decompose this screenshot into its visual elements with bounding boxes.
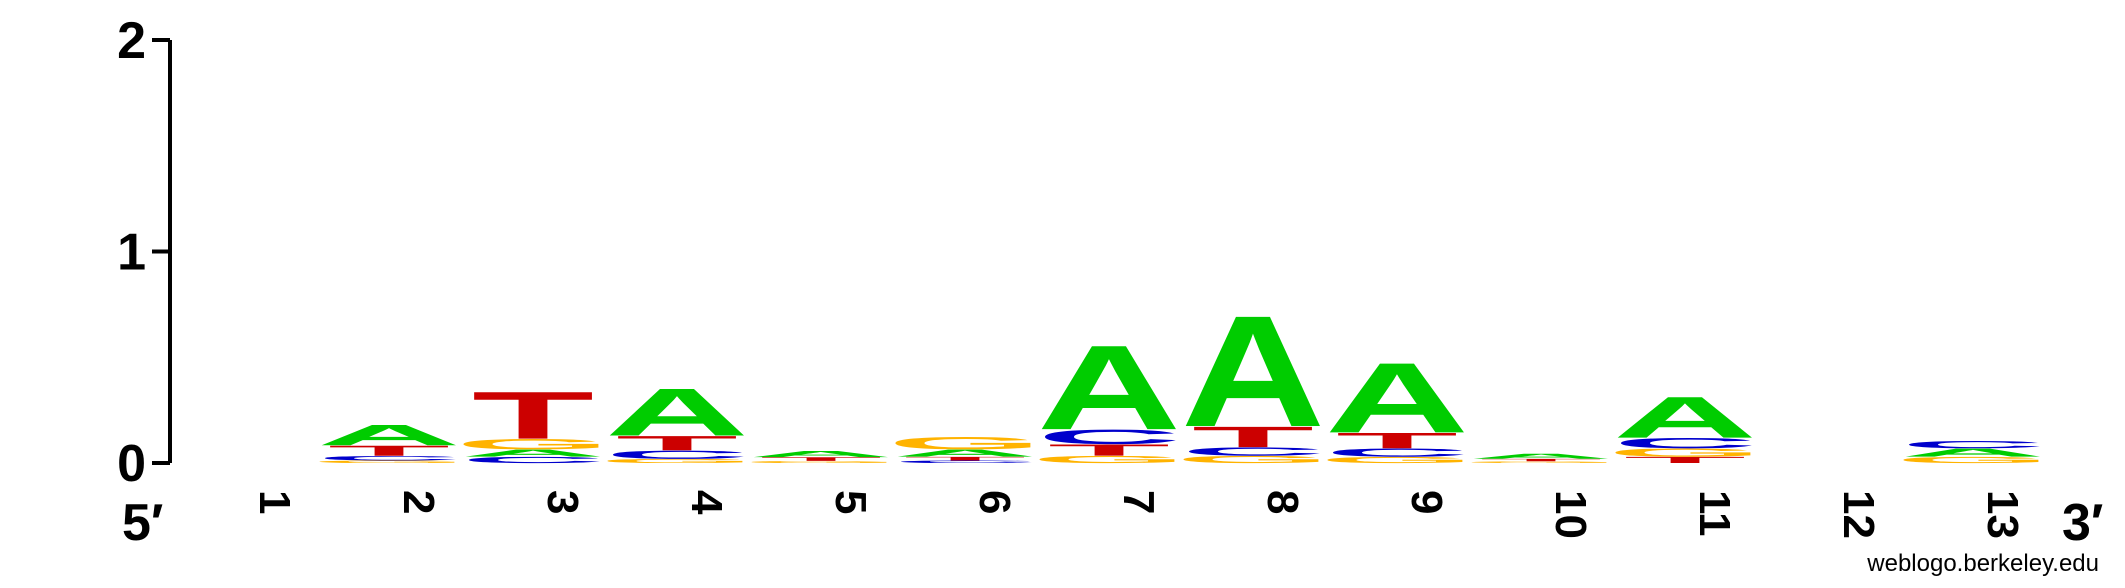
position-label: 6	[970, 490, 1019, 514]
glyph-G: G	[599, 458, 755, 465]
position-label: 13	[1978, 490, 2027, 539]
glyph-A: A	[1325, 343, 1469, 454]
glyph-A: A	[1901, 446, 2045, 459]
glyph-G: G	[1031, 454, 1187, 465]
glyph-T: T	[1624, 455, 1746, 465]
glyph-T: T	[1336, 428, 1458, 453]
five-prime-label: 5′	[122, 494, 163, 552]
position-label: 12	[1834, 490, 1883, 539]
glyph-T: T	[1048, 441, 1170, 459]
glyph-A: A	[605, 374, 749, 450]
glyph-G: G	[1463, 461, 1619, 464]
glyph-T: T	[616, 432, 738, 455]
glyph-C: C	[893, 460, 1037, 464]
glyph-A: A	[317, 419, 461, 452]
position-label: 2	[394, 490, 443, 514]
position-label: 5	[826, 490, 875, 514]
glyph-A: A	[1613, 385, 1757, 450]
glyph-C: C	[1181, 445, 1325, 458]
glyph-A: A	[893, 447, 1037, 458]
glyph-A: A	[1037, 320, 1181, 454]
glyph-A: A	[1469, 452, 1613, 460]
glyph-C: C	[1901, 439, 2045, 450]
position-label: 9	[1402, 490, 1451, 514]
position-label: 7	[1114, 490, 1163, 514]
logo-column-13: GAC	[1895, 439, 2051, 465]
logo-column-10: GTA	[1463, 452, 1619, 463]
y-tick-label: 2	[117, 12, 146, 70]
glyph-T: T	[904, 456, 1026, 462]
glyph-T: T	[1480, 458, 1602, 462]
position-labels: 1 2 3 4 5 6 7 8 9 10 11 12 13	[250, 490, 2027, 539]
glyph-G: G	[1895, 455, 2051, 465]
glyph-T: T	[472, 378, 594, 454]
glyph-A: A	[1181, 284, 1325, 461]
glyph-T: T	[1192, 421, 1314, 454]
glyph-G: G	[887, 433, 1043, 453]
glyph-C: C	[605, 448, 749, 461]
y-tick-label: 1	[117, 224, 146, 282]
glyph-G: G	[743, 460, 899, 463]
glyph-A: A	[461, 447, 605, 458]
glyph-T: T	[328, 443, 450, 459]
glyph-A: A	[749, 449, 893, 459]
glyph-G: G	[1175, 454, 1331, 465]
y-tick-label: 0	[117, 435, 146, 493]
position-label: 1	[250, 490, 299, 514]
glyph-T: T	[760, 456, 882, 462]
glyph-C: C	[461, 455, 605, 465]
glyph-C: C	[1325, 446, 1469, 459]
footer-credit: weblogo.berkeley.edu	[1867, 550, 2099, 577]
position-label: 4	[682, 490, 731, 515]
position-label: 11	[1690, 490, 1739, 537]
glyph-G: G	[1607, 446, 1763, 459]
end-labels: 5′ 3′	[122, 494, 2103, 552]
glyph-G: G	[1319, 455, 1475, 465]
y-axis: 0 1 2	[117, 12, 172, 493]
position-label: 10	[1546, 490, 1595, 539]
position-label: 3	[538, 490, 587, 514]
glyph-C: C	[1613, 435, 1757, 451]
glyph-C: C	[317, 455, 461, 462]
logo-column-5: GTA	[743, 449, 899, 464]
three-prime-label: 3′	[2062, 494, 2103, 552]
glyph-G: G	[455, 436, 611, 452]
glyph-G: G	[311, 460, 467, 464]
position-label: 8	[1258, 490, 1307, 514]
glyph-C: C	[1037, 425, 1181, 448]
